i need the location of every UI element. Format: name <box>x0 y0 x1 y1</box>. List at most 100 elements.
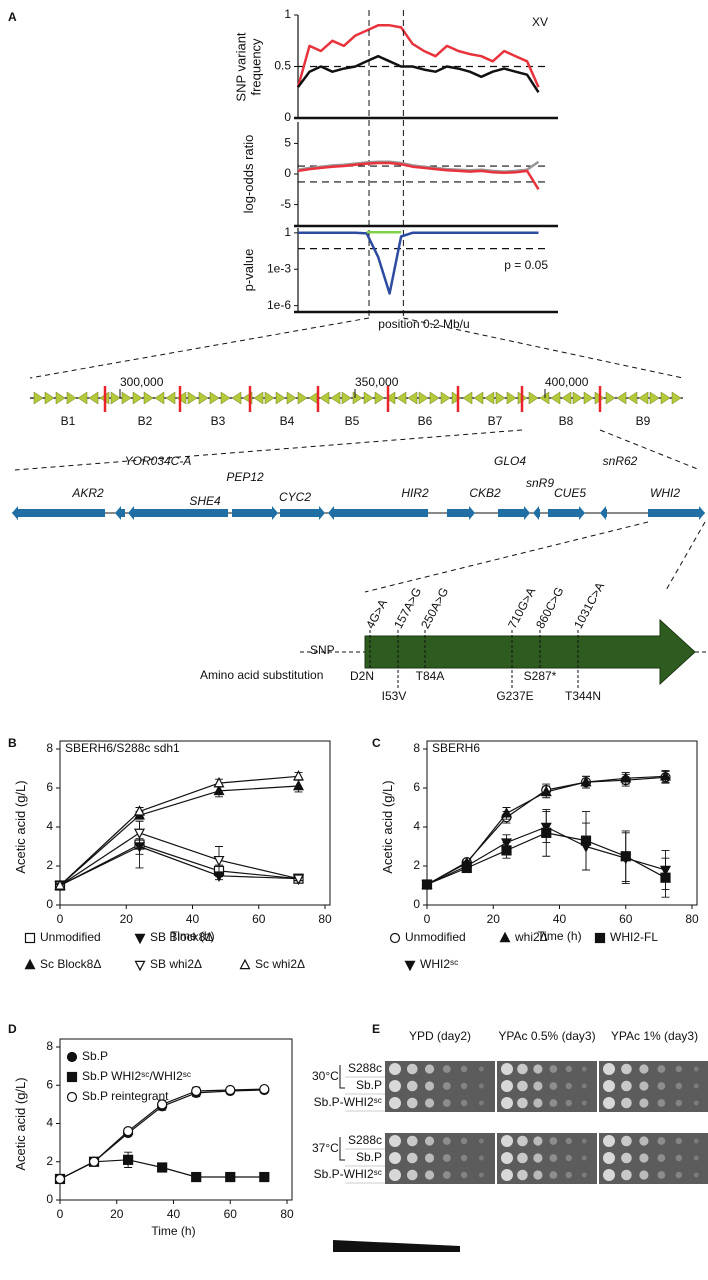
spot <box>549 1065 558 1073</box>
data-point <box>293 770 304 781</box>
x-tick-label: 20 <box>110 1207 124 1221</box>
data-point <box>421 880 433 891</box>
spot <box>581 1083 587 1089</box>
spot <box>389 1063 401 1075</box>
spot <box>549 1171 558 1179</box>
spot <box>581 1138 587 1144</box>
bracket <box>340 1065 345 1090</box>
legend-label: Unmodified <box>405 930 466 944</box>
y-tick-label: 0 <box>284 110 291 124</box>
substitution-label: T84A <box>416 669 445 683</box>
spot <box>549 1154 558 1162</box>
y-axis-label: log-odds ratio <box>240 134 256 214</box>
legend-label: Sb.P reintegrant <box>82 1089 169 1103</box>
legend-label: Sc whi2Δ <box>255 957 305 971</box>
strain-label: S288c <box>348 1133 382 1147</box>
spot <box>517 1080 528 1092</box>
spot <box>442 1065 451 1073</box>
data-point <box>540 785 552 797</box>
bracket <box>340 1137 345 1162</box>
data-point <box>123 1126 134 1137</box>
gene <box>128 506 228 520</box>
spot <box>460 1082 468 1090</box>
spot <box>693 1172 699 1178</box>
spot <box>693 1155 699 1161</box>
zoom-line <box>14 429 523 471</box>
legend-marker <box>66 1071 78 1083</box>
legend-marker <box>66 1091 78 1103</box>
data-point <box>157 1099 168 1110</box>
legend-marker <box>24 932 36 944</box>
position-label: 400,000 <box>545 375 589 389</box>
spot <box>621 1097 632 1109</box>
gene-arrow <box>473 391 484 405</box>
y-tick-label: 8 <box>46 741 53 755</box>
spot <box>675 1137 683 1145</box>
spot <box>501 1152 513 1164</box>
spot <box>693 1100 699 1106</box>
y-axis-label: Acetic acid (g/L) <box>12 1076 28 1171</box>
plate <box>599 1133 708 1150</box>
spot <box>389 1152 401 1164</box>
spot <box>639 1153 649 1163</box>
y-tick-label: 6 <box>46 1077 53 1091</box>
block-label: B8 <box>559 414 574 428</box>
substitution-label: T344N <box>565 689 601 703</box>
spot <box>581 1172 587 1178</box>
y-tick-label: 2 <box>46 1154 53 1168</box>
strain-label: Sb.P-WHI2ˢᶜ <box>314 1095 382 1109</box>
x-axis-label: Time (h) <box>151 1224 195 1238</box>
gene-arrow <box>66 391 77 405</box>
gene-arrow <box>165 391 176 405</box>
y-tick-label: 4 <box>413 819 420 833</box>
data-point <box>134 828 145 840</box>
plate <box>385 1150 495 1167</box>
gene-arrow <box>308 391 319 405</box>
spot <box>621 1135 632 1147</box>
gene-arrow <box>396 391 407 405</box>
spot <box>657 1099 666 1107</box>
spot <box>478 1155 484 1161</box>
y-tick-label: 6 <box>413 780 420 794</box>
legend-marker <box>594 932 606 944</box>
gene-arrow <box>264 391 275 405</box>
spot <box>603 1080 615 1092</box>
chart-title: SBERH6 <box>432 741 480 755</box>
spot <box>675 1082 683 1090</box>
substitution-title: Amino acid substitution <box>200 668 323 682</box>
spot <box>675 1154 683 1162</box>
spot <box>581 1155 587 1161</box>
panel-label: C <box>372 736 381 750</box>
y-axis-label: Acetic acid (g/L) <box>379 780 395 874</box>
plate <box>599 1150 708 1167</box>
spot <box>424 1064 435 1074</box>
y-axis-label: Acetic acid (g/L) <box>12 780 28 874</box>
plot-frame <box>59 740 331 906</box>
gene-arrow <box>506 391 517 405</box>
dilution-wedge <box>333 1240 460 1252</box>
plate <box>385 1167 495 1184</box>
strain-label: Sb.P <box>356 1150 382 1164</box>
gene-label: WHI2 <box>650 486 680 500</box>
spot <box>675 1099 683 1107</box>
y-tick-label: 5 <box>284 136 291 150</box>
y-tick-label: 0 <box>413 897 420 911</box>
data-point <box>620 853 632 865</box>
spot <box>389 1169 401 1181</box>
gene-arrow <box>484 391 495 405</box>
series-line <box>59 845 299 887</box>
spot <box>460 1171 468 1179</box>
data-point <box>293 779 304 791</box>
gene-arrow <box>572 391 583 405</box>
plot-frame <box>59 1038 293 1201</box>
spot <box>621 1152 632 1164</box>
spot <box>460 1154 468 1162</box>
panel-label: A <box>8 10 17 24</box>
gene-arrow <box>407 391 418 405</box>
gene-arrow <box>231 391 242 405</box>
gene-arrow <box>77 391 88 405</box>
y-axis-label: SNP variant frequency <box>233 31 263 102</box>
y-tick-label: 0 <box>284 166 291 180</box>
spot <box>501 1169 513 1181</box>
strain-label: Sb.P-WHI2ˢᶜ <box>314 1167 382 1181</box>
